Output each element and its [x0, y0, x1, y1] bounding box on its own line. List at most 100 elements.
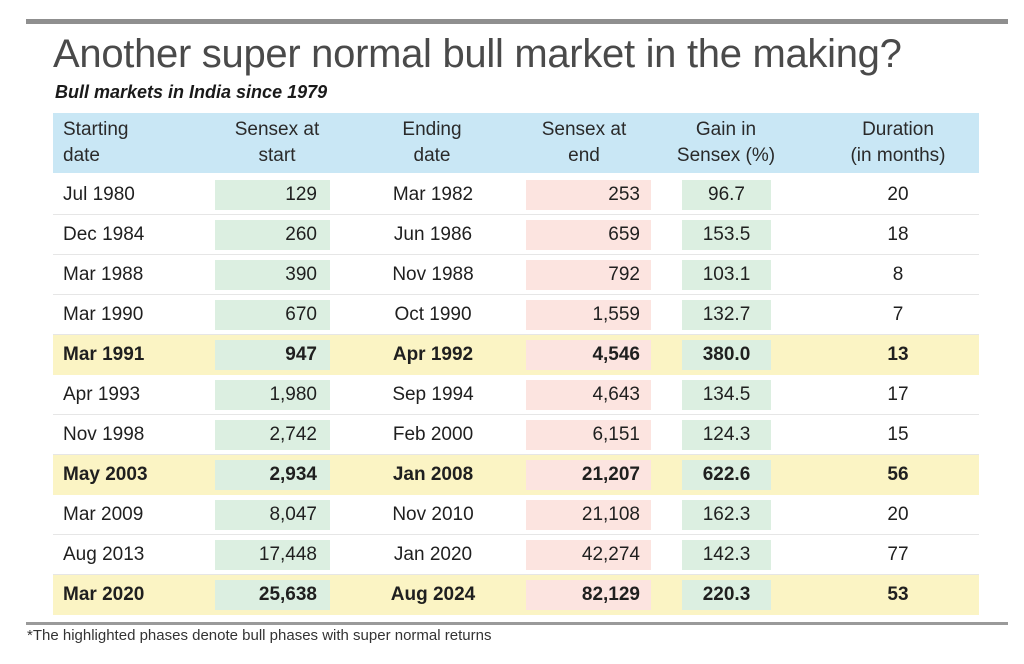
cell-sensex-start: 2,742	[269, 424, 317, 445]
table-row: Mar 1991 947 Apr 1992 4,546 380.0 13	[53, 335, 979, 375]
cell-duration: 20	[887, 504, 909, 525]
cell-start-date: Dec 1984	[63, 224, 145, 245]
header-sensex-at-end: Sensex at end	[541, 119, 627, 166]
cell-sensex-start: 947	[285, 344, 317, 365]
cell-sensex-end: 4,643	[592, 384, 640, 405]
cell-gain: 134.5	[702, 384, 751, 405]
sensex-start-box	[215, 300, 330, 330]
header-starting-date: Starting date	[63, 119, 129, 166]
cell-sensex-start: 1,980	[269, 384, 317, 405]
chart-subtitle: Bull markets in India since 1979	[55, 82, 328, 102]
row-separator	[53, 534, 979, 535]
sensex-start-box	[215, 260, 330, 290]
gain-box	[682, 300, 771, 330]
cell-sensex-end: 6,151	[592, 424, 640, 445]
row-separator	[53, 414, 979, 415]
sensex-end-box	[526, 220, 651, 250]
cell-duration: 56	[887, 464, 909, 485]
cell-duration: 7	[892, 304, 904, 325]
cell-sensex-start: 17,448	[258, 544, 317, 565]
header-gain-in-sensex: Gain in Sensex (%)	[676, 119, 776, 166]
cell-duration: 15	[887, 424, 909, 445]
cell-start-date: Apr 1993	[63, 384, 141, 405]
header-duration: Duration (in months)	[850, 119, 946, 166]
sensex-start-box	[215, 420, 330, 450]
cell-end-date: Jun 1986	[393, 224, 473, 245]
cell-duration: 8	[892, 264, 904, 285]
gain-box	[682, 180, 771, 210]
cell-sensex-end: 1,559	[592, 304, 640, 325]
cell-gain: 103.1	[702, 264, 751, 285]
cell-sensex-end: 42,274	[581, 544, 640, 565]
cell-sensex-start: 2,934	[269, 464, 317, 485]
cell-start-date: Mar 1990	[63, 304, 144, 325]
cell-duration: 20	[887, 184, 909, 205]
cell-sensex-end: 21,207	[581, 464, 640, 485]
sensex-end-box	[526, 580, 651, 610]
sensex-end-box	[526, 340, 651, 370]
cell-gain: 220.3	[702, 584, 751, 605]
table-row: Mar 1988 390 Nov 1988 792 103.1 8	[53, 255, 979, 295]
sensex-end-box	[526, 300, 651, 330]
table-row: Mar 2020 25,638 Aug 2024 82,129 220.3 53	[53, 575, 979, 615]
cell-sensex-start: 390	[285, 264, 317, 285]
cell-end-date: Oct 1990	[394, 304, 472, 325]
table-row: Mar 2009 8,047 Nov 2010 21,108 162.3 20	[53, 495, 979, 535]
bottom-rule	[26, 622, 1008, 625]
sensex-end-box	[526, 380, 651, 410]
table-row: May 2003 2,934 Jan 2008 21,207 622.6 56	[53, 455, 979, 495]
cell-sensex-end: 4,546	[592, 344, 640, 365]
cell-sensex-end: 792	[608, 264, 640, 285]
cell-end-date: Sep 1994	[392, 384, 474, 405]
sensex-start-box	[215, 580, 330, 610]
table-row: Aug 2013 17,448 Jan 2020 42,274 142.3 77	[53, 535, 979, 575]
gain-box	[682, 500, 771, 530]
gain-box	[682, 260, 771, 290]
table-row: Jul 1980 129 Mar 1982 253 96.7 20	[53, 175, 979, 215]
cell-gain: 142.3	[702, 544, 751, 565]
table-row: Nov 1998 2,742 Feb 2000 6,151 124.3 15	[53, 415, 979, 455]
gain-box	[682, 420, 771, 450]
cell-sensex-start: 670	[285, 304, 317, 325]
cell-start-date: Mar 2009	[63, 504, 144, 525]
cell-start-date: Nov 1998	[63, 424, 145, 445]
header-ending-date: Ending date	[402, 119, 462, 166]
row-separator	[53, 294, 979, 295]
cell-end-date: Jan 2020	[393, 544, 473, 565]
cell-sensex-start: 25,638	[258, 584, 317, 605]
cell-sensex-end: 253	[608, 184, 640, 205]
footnote: *The highlighted phases denote bull phas…	[27, 627, 492, 644]
sensex-start-box	[215, 340, 330, 370]
cell-end-date: Mar 1982	[392, 184, 474, 205]
cell-duration: 53	[887, 584, 909, 605]
sensex-start-box	[215, 180, 330, 210]
row-separator	[53, 254, 979, 255]
cell-sensex-end: 659	[608, 224, 640, 245]
sensex-end-box	[526, 500, 651, 530]
cell-sensex-end: 21,108	[581, 504, 640, 525]
cell-gain: 132.7	[702, 304, 751, 325]
cell-gain: 124.3	[702, 424, 751, 445]
row-separator	[53, 334, 979, 335]
gain-box	[682, 380, 771, 410]
cell-end-date: Nov 2010	[392, 504, 474, 525]
sensex-end-box	[526, 540, 651, 570]
gain-box	[682, 460, 771, 490]
row-separator	[53, 454, 979, 455]
cell-gain: 162.3	[702, 504, 751, 525]
sensex-start-box	[215, 500, 330, 530]
cell-end-date: Jan 2008	[392, 464, 474, 485]
cell-end-date: Nov 1988	[392, 264, 474, 285]
table-row: Apr 1993 1,980 Sep 1994 4,643 134.5 17	[53, 375, 979, 415]
header-sensex-at-start: Sensex at start	[234, 119, 320, 166]
row-separator	[53, 214, 979, 215]
table-row: Mar 1990 670 Oct 1990 1,559 132.7 7	[53, 295, 979, 335]
gain-box	[682, 340, 771, 370]
sensex-end-box	[526, 460, 651, 490]
cell-gain: 622.6	[702, 464, 751, 485]
cell-sensex-end: 82,129	[581, 584, 640, 605]
cell-end-date: Aug 2024	[390, 584, 476, 605]
sensex-end-box	[526, 260, 651, 290]
cell-gain: 153.5	[702, 224, 751, 245]
sensex-end-box	[526, 180, 651, 210]
